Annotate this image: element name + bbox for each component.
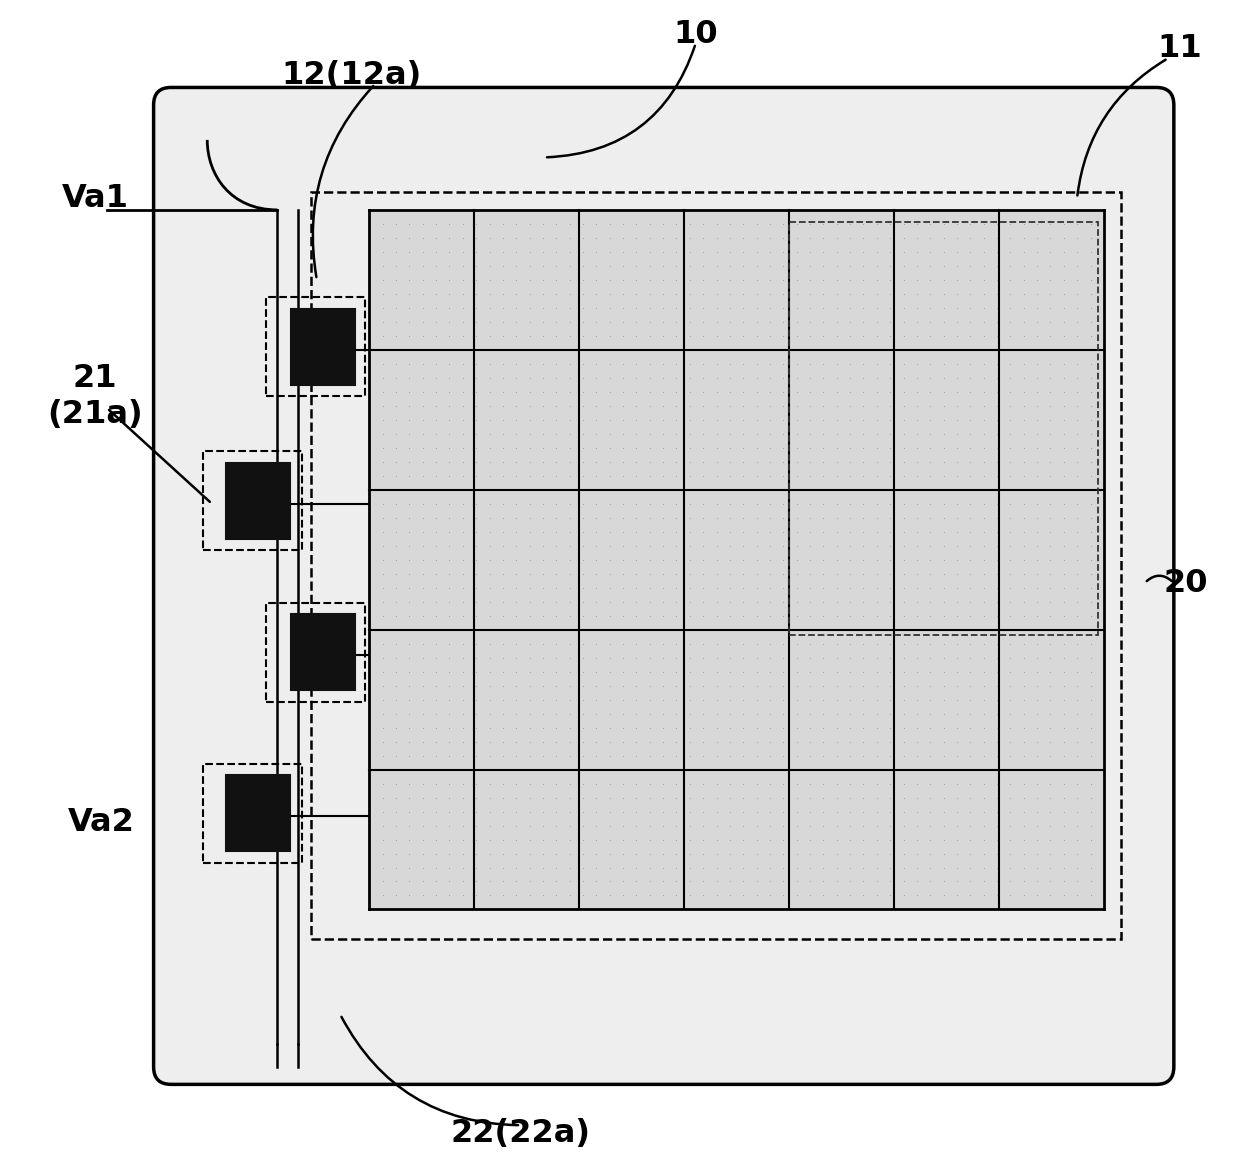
Text: 21
(21a): 21 (21a) bbox=[47, 363, 143, 430]
Text: 22(22a): 22(22a) bbox=[451, 1118, 591, 1149]
Text: Va1: Va1 bbox=[62, 183, 129, 213]
Text: 12(12a): 12(12a) bbox=[281, 61, 422, 91]
FancyBboxPatch shape bbox=[370, 210, 1104, 909]
Text: Va2: Va2 bbox=[68, 807, 135, 837]
FancyBboxPatch shape bbox=[226, 463, 290, 539]
Text: 11: 11 bbox=[1157, 34, 1202, 64]
FancyBboxPatch shape bbox=[291, 309, 356, 385]
FancyBboxPatch shape bbox=[154, 87, 1174, 1084]
Text: 20: 20 bbox=[1163, 568, 1208, 598]
Text: 10: 10 bbox=[673, 20, 718, 50]
FancyBboxPatch shape bbox=[291, 614, 356, 690]
FancyBboxPatch shape bbox=[226, 775, 290, 851]
